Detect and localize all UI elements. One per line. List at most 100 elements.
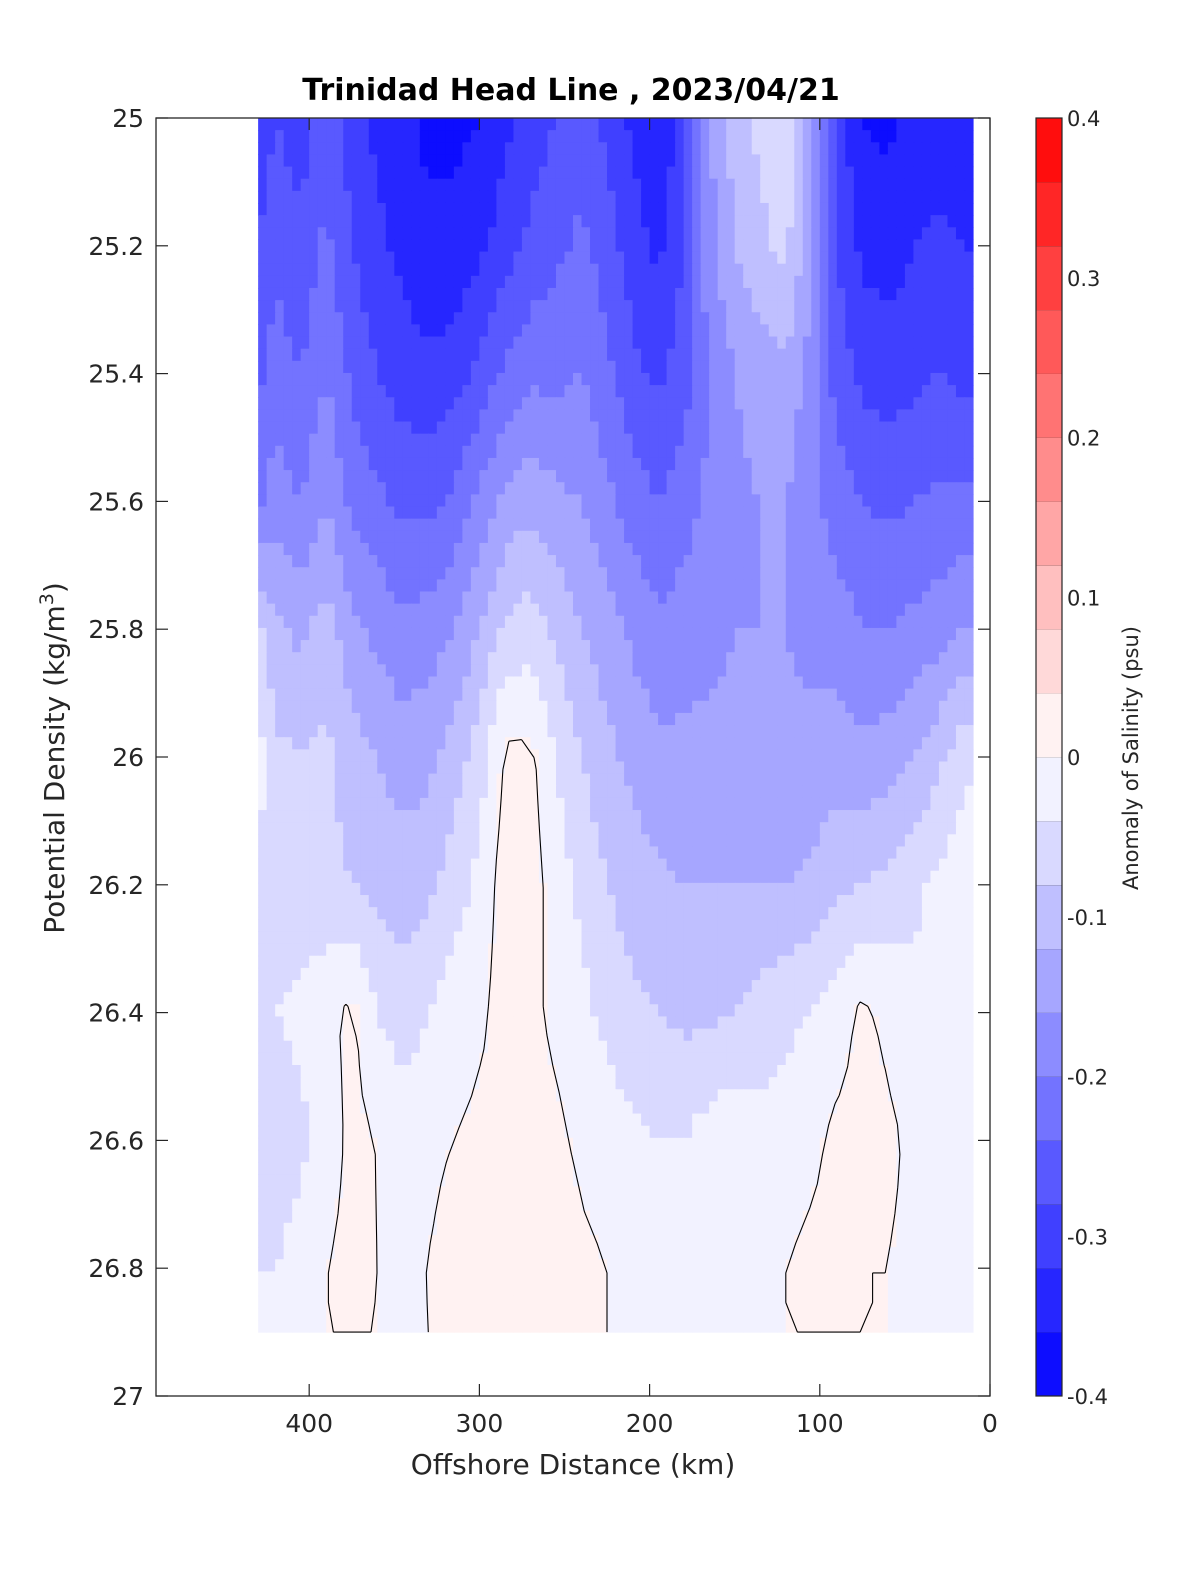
field-cell [632, 251, 642, 265]
field-cell [896, 360, 906, 374]
field-cell [768, 457, 778, 471]
field-cell [955, 712, 966, 726]
field-cell [853, 676, 863, 690]
field-cell [768, 470, 778, 483]
field-cell [292, 300, 302, 313]
field-cell [717, 482, 727, 495]
field-cell [581, 494, 591, 508]
field-cell [615, 202, 625, 216]
field-cell [785, 300, 795, 313]
field-cell [573, 725, 583, 738]
field-cell [368, 773, 378, 787]
field-cell [581, 324, 591, 338]
field-cell [802, 603, 812, 617]
field-cell [649, 178, 659, 192]
field-cell [777, 178, 787, 192]
field-cell [521, 202, 532, 216]
field-cell [360, 142, 370, 156]
field-cell [581, 567, 591, 580]
field-cell [726, 287, 736, 301]
field-cell [590, 348, 600, 362]
field-cell [904, 761, 915, 775]
field-cell [513, 834, 523, 848]
field-cell [538, 688, 549, 702]
field-cell [377, 652, 387, 665]
field-cell [709, 822, 719, 835]
field-cell [428, 506, 438, 520]
field-cell [266, 251, 276, 265]
field-cell [555, 130, 566, 143]
field-cell [955, 385, 966, 398]
field-cell [921, 603, 932, 617]
field-cell [649, 300, 659, 313]
field-cell [547, 567, 557, 580]
field-cell [343, 603, 353, 617]
field-cell [573, 797, 583, 811]
field-cell [751, 712, 761, 726]
field-cell [521, 555, 532, 568]
field-cell [887, 591, 897, 605]
field-cell [615, 688, 625, 702]
field-cell [768, 773, 778, 787]
field-cell [845, 372, 855, 386]
field-cell [700, 506, 710, 520]
field-cell [538, 312, 549, 325]
field-cell [734, 700, 744, 714]
field-cell [683, 785, 693, 799]
field-cell [930, 652, 940, 665]
field-cell [828, 640, 838, 653]
field-cell [487, 676, 498, 690]
field-cell [547, 397, 557, 410]
field-cell [300, 154, 310, 168]
field-cell [819, 579, 829, 593]
field-cell [309, 494, 319, 508]
field-cell [700, 227, 710, 241]
field-cell [445, 397, 455, 410]
field-cell [292, 652, 302, 665]
field-cell [632, 603, 642, 617]
field-cell [709, 202, 719, 216]
field-cell [453, 154, 463, 168]
field-cell [700, 555, 710, 568]
field-cell [658, 275, 668, 289]
field-cell [487, 227, 498, 241]
field-cell [743, 360, 753, 374]
field-cell [555, 202, 566, 216]
field-cell [530, 324, 540, 338]
field-cell [862, 579, 872, 593]
field-cell [615, 773, 625, 787]
field-cell [658, 142, 668, 156]
field-cell [317, 749, 327, 763]
field-cell [462, 409, 472, 423]
field-cell [555, 287, 566, 301]
field-cell [938, 409, 949, 423]
field-cell [853, 567, 863, 580]
field-cell [938, 737, 949, 750]
field-cell [419, 494, 429, 508]
field-cell [964, 397, 974, 410]
field-cell [768, 615, 778, 629]
field-cell [360, 154, 370, 168]
field-cell [904, 275, 915, 289]
field-cell [615, 810, 625, 823]
field-cell [343, 676, 353, 690]
field-cell [300, 676, 310, 690]
field-cell [573, 239, 583, 253]
field-cell [360, 652, 370, 665]
field-cell [624, 785, 634, 799]
field-cell [785, 737, 795, 750]
field-cell [853, 227, 863, 241]
field-cell [470, 287, 480, 301]
field-cell [445, 312, 455, 325]
field-cell [700, 457, 710, 471]
field-cell [760, 275, 770, 289]
field-cell [453, 130, 463, 143]
field-cell [624, 215, 634, 228]
field-cell [879, 372, 889, 386]
field-cell [734, 324, 744, 338]
field-cell [607, 810, 617, 823]
field-cell [436, 640, 446, 653]
field-cell [879, 142, 889, 156]
field-cell [955, 737, 966, 750]
field-cell [879, 397, 889, 410]
